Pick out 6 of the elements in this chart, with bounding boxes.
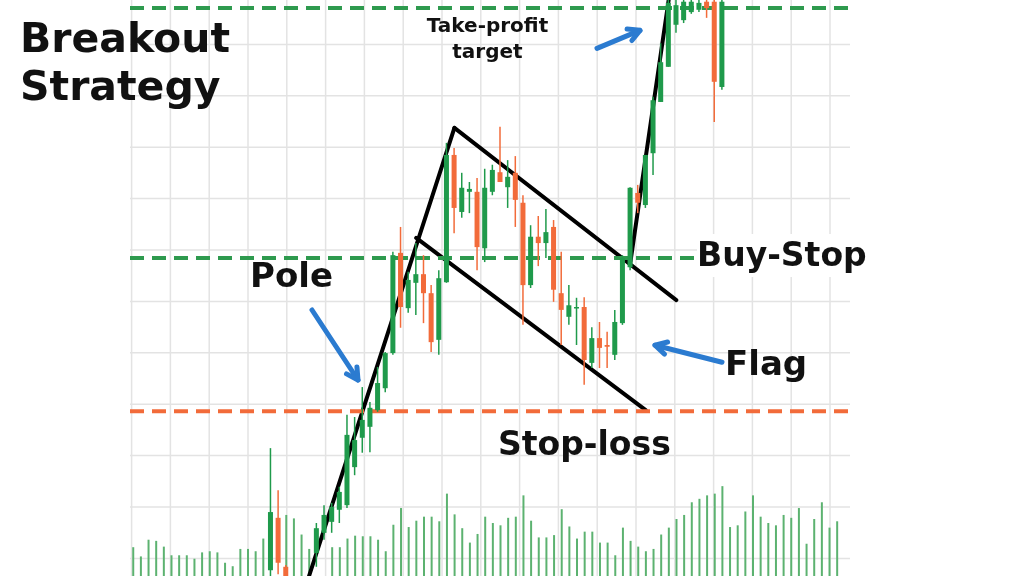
ref-line-label: Take-profit target [425, 12, 550, 64]
text: Breakout Strategy [20, 14, 232, 110]
annotation: Flag [725, 343, 808, 383]
ref-line-label: Stop-loss [498, 423, 672, 465]
ref-line-label: Buy-Stop [697, 234, 897, 277]
annotation: Pole [250, 255, 333, 295]
